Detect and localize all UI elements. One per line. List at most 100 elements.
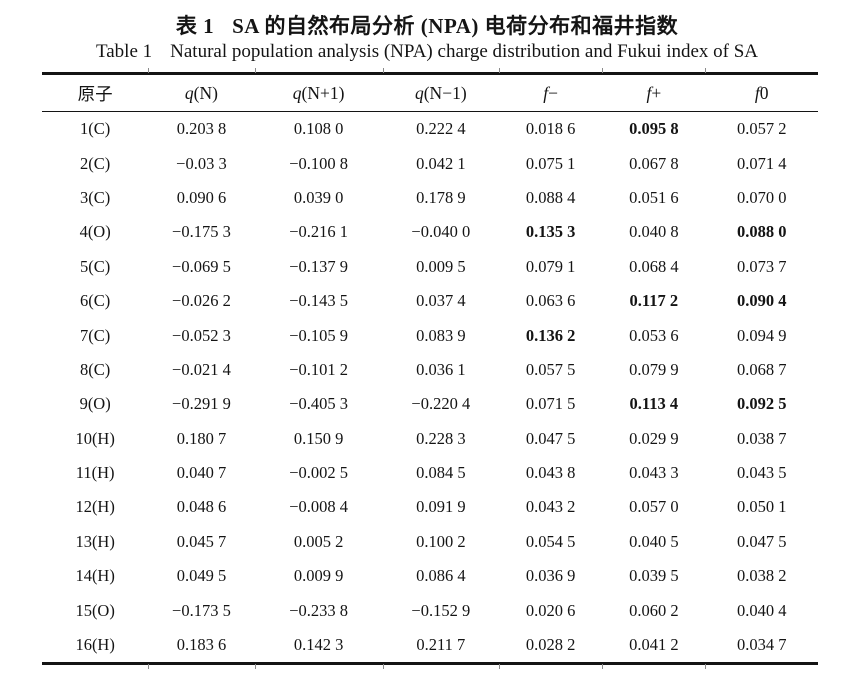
table-row: 7(C) −0.052 3 −0.105 9 0.083 9 0.136 2 0.053 … bbox=[42, 318, 818, 352]
value-cell: 0.088 4 bbox=[525, 187, 576, 207]
value-cell: 0.083 9 bbox=[416, 325, 466, 345]
column-boundary-tick bbox=[499, 664, 501, 670]
atom-cell: 1(C) bbox=[80, 119, 111, 139]
table-row: 5(C) −0.069 5 −0.137 9 0.009 5 0.079 1 0.068 … bbox=[42, 250, 818, 284]
table-row: 16(H) 0.183 6 0.142 3 0.211 7 0.028 2 0.041 2… bbox=[42, 628, 818, 664]
value-cell: 0.142 3 bbox=[293, 635, 344, 655]
column-boundary-tick bbox=[382, 664, 384, 670]
table-title-chinese: 表 1 SA 的自然布局分析 (NPA) 电荷分布和福井指数 bbox=[0, 10, 854, 40]
value-cell: −0.101 2 bbox=[289, 359, 349, 379]
value-cell: −0.026 2 bbox=[172, 291, 231, 311]
value-cell: 0.047 5 bbox=[736, 531, 787, 551]
value-cell: 0.203 8 bbox=[176, 119, 227, 139]
value-cell: −0.008 4 bbox=[289, 497, 349, 517]
value-cell: 0.036 9 bbox=[525, 566, 576, 586]
value-cell: 0.039 5 bbox=[629, 566, 679, 586]
atom-cell: 16(H) bbox=[75, 635, 115, 655]
value-cell: −0.152 9 bbox=[411, 600, 471, 620]
table-row: 8(C) −0.021 4 −0.101 2 0.036 1 0.057 5 0.079 … bbox=[42, 353, 818, 387]
npa-table-container: 原子 q(N) q(N+1) q(N−1) f− f+ f0 1(C) 0.203 8 0.10… bbox=[42, 68, 818, 670]
atom-cell: 13(H) bbox=[75, 531, 115, 551]
value-cell: 0.075 1 bbox=[525, 153, 576, 173]
value-cell: −0.173 5 bbox=[172, 600, 231, 620]
column-header: f− bbox=[499, 73, 603, 112]
value-cell: 0.009 5 bbox=[416, 256, 466, 276]
value-cell: −0.143 5 bbox=[289, 291, 349, 311]
atom-cell: 9(O) bbox=[79, 394, 111, 414]
value-cell: −0.100 8 bbox=[289, 153, 349, 173]
column-boundary-tick bbox=[254, 68, 256, 73]
value-cell: 0.053 6 bbox=[629, 325, 679, 345]
value-cell: 0.090 6 bbox=[176, 187, 227, 207]
table-caption-english: Natural population analysis (NPA) charge… bbox=[170, 41, 759, 62]
value-cell: 0.117 2 bbox=[629, 291, 679, 311]
value-cell: −0.216 1 bbox=[289, 222, 349, 242]
column-header: q(N) bbox=[148, 73, 255, 112]
column-header: f0 bbox=[705, 73, 818, 112]
table-title-english: Table 1 Natural population analysis (NPA)… bbox=[0, 41, 854, 63]
value-cell: 0.037 4 bbox=[416, 291, 466, 311]
atom-cell: 10(H) bbox=[75, 428, 115, 448]
column-boundary-tick bbox=[254, 664, 256, 670]
table-row: 6(C) −0.026 2 −0.143 5 0.037 4 0.063 6 0.117 … bbox=[42, 284, 818, 318]
value-cell: 0.090 4 bbox=[736, 291, 787, 311]
column-boundary-tick bbox=[499, 68, 501, 73]
value-cell: 0.043 5 bbox=[736, 463, 787, 483]
value-cell: 0.048 6 bbox=[176, 497, 227, 517]
table-row: 4(O) −0.175 3 −0.216 1 −0.040 0 0.135 3 0.040… bbox=[42, 215, 818, 249]
value-cell: −0.175 3 bbox=[172, 222, 231, 242]
value-cell: 0.108 0 bbox=[293, 119, 344, 139]
column-boundary-tick bbox=[148, 68, 150, 73]
value-cell: 0.100 2 bbox=[416, 531, 466, 551]
value-cell: 0.079 9 bbox=[629, 359, 679, 379]
value-cell: 0.039 0 bbox=[293, 187, 344, 207]
column-boundary-tick bbox=[705, 68, 707, 73]
table-body: 1(C) 0.203 8 0.108 0 0.222 4 0.018 6 0.095 8 0… bbox=[42, 112, 818, 664]
atom-cell: 5(C) bbox=[80, 256, 111, 276]
value-cell: 0.038 2 bbox=[736, 566, 787, 586]
table-row: 1(C) 0.203 8 0.108 0 0.222 4 0.018 6 0.095 8 0… bbox=[42, 112, 818, 147]
value-cell: 0.084 5 bbox=[416, 463, 466, 483]
value-cell: −0.137 9 bbox=[289, 256, 349, 276]
value-cell: 0.136 2 bbox=[525, 325, 576, 345]
value-cell: 0.018 6 bbox=[525, 119, 576, 139]
value-cell: 0.211 7 bbox=[416, 635, 466, 655]
value-cell: −0.021 4 bbox=[172, 359, 231, 379]
table-row: 12(H) 0.048 6 −0.008 4 0.091 9 0.043 2 0.057 … bbox=[42, 490, 818, 524]
value-cell: 0.094 9 bbox=[736, 325, 787, 345]
column-boundary-tick bbox=[705, 664, 707, 670]
value-cell: 0.045 7 bbox=[176, 531, 227, 551]
value-cell: 0.135 3 bbox=[525, 222, 576, 242]
value-cell: 0.036 1 bbox=[416, 359, 466, 379]
value-cell: 0.092 5 bbox=[736, 394, 787, 414]
atom-cell: 3(C) bbox=[80, 187, 111, 207]
value-cell: 0.180 7 bbox=[176, 428, 227, 448]
value-cell: 0.054 5 bbox=[525, 531, 576, 551]
value-cell: 0.057 5 bbox=[525, 359, 576, 379]
atom-cell: 6(C) bbox=[80, 291, 111, 311]
value-cell: 0.057 2 bbox=[736, 119, 787, 139]
atom-cell: 7(C) bbox=[80, 325, 111, 345]
value-cell: 0.095 8 bbox=[629, 119, 679, 139]
value-cell: 0.067 8 bbox=[629, 153, 679, 173]
value-cell: 0.043 2 bbox=[525, 497, 576, 517]
npa-table: 原子 q(N) q(N+1) q(N−1) f− f+ f0 1(C) 0.203 8 0.10… bbox=[42, 72, 818, 666]
table-number-chinese: 表 1 bbox=[175, 14, 215, 38]
table-row: 2(C) −0.03 3 −0.100 8 0.042 1 0.075 1 0.067 8… bbox=[42, 146, 818, 180]
value-cell: 0.091 9 bbox=[416, 497, 466, 517]
value-cell: 0.040 4 bbox=[736, 600, 787, 620]
value-cell: −0.069 5 bbox=[172, 256, 231, 276]
value-cell: 0.043 3 bbox=[629, 463, 679, 483]
table-row: 11(H) 0.040 7 −0.002 5 0.084 5 0.043 8 0.043 … bbox=[42, 456, 818, 490]
value-cell: 0.150 9 bbox=[293, 428, 344, 448]
column-header: q(N+1) bbox=[254, 73, 383, 112]
value-cell: 0.183 6 bbox=[176, 635, 227, 655]
value-cell: 0.047 5 bbox=[525, 428, 576, 448]
table-number-english: Table 1 bbox=[95, 41, 153, 62]
value-cell: 0.068 7 bbox=[736, 359, 787, 379]
value-cell: 0.040 7 bbox=[176, 463, 227, 483]
column-boundary-tick bbox=[602, 68, 604, 73]
value-cell: 0.071 5 bbox=[525, 394, 576, 414]
value-cell: 0.020 6 bbox=[525, 600, 576, 620]
